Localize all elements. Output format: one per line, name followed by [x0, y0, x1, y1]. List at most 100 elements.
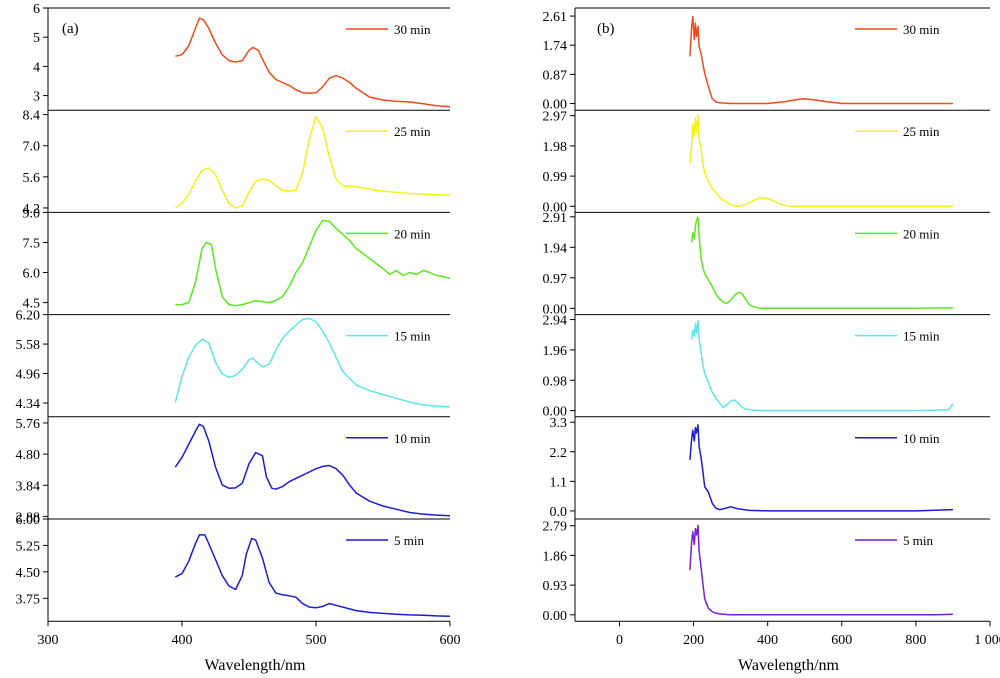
subplot-20-min: 0.00 0.97 1.94 2.91 20 min	[543, 211, 990, 317]
y-tick-label: 2.2	[550, 446, 568, 461]
y-tick-label: 4.2	[23, 202, 41, 217]
legend-label: 5 min	[903, 533, 933, 548]
y-tick-label: 5.25	[16, 539, 41, 554]
legend-label: 20 min	[394, 226, 431, 241]
y-tick-label: 4.5	[23, 297, 41, 312]
y-tick-label: 0.87	[543, 68, 568, 83]
series-line	[174, 534, 451, 618]
x-tick-label: 800	[905, 633, 926, 648]
y-tick-label: 9.0	[23, 206, 41, 221]
y-tick-label: 0.00	[543, 302, 568, 317]
subplot-5-min: 0.00 0.93 1.86 2.79 5 min	[543, 519, 990, 624]
y-tick-label: 0.97	[543, 272, 568, 287]
y-tick-label: 6.00	[16, 513, 41, 528]
y-tick-label: 0.0	[550, 505, 568, 520]
x-tick-label: 600	[831, 633, 852, 648]
legend-label: 30 min	[903, 22, 940, 37]
y-tick-label: 0.00	[543, 200, 568, 215]
y-tick-label: 7.5	[23, 236, 41, 251]
x-tick-label: 400	[757, 633, 778, 648]
y-tick-label: 5.6	[23, 171, 41, 186]
series-line	[689, 15, 953, 105]
x-tick-label: 200	[683, 633, 704, 648]
y-tick-label: 8.4	[23, 109, 41, 124]
y-tick-label: 3	[33, 90, 40, 105]
y-tick-label: 0.99	[543, 170, 568, 185]
x-tick-label: 1 000	[974, 633, 1000, 648]
legend-label: 25 min	[903, 124, 940, 139]
y-tick-label: 0.00	[543, 405, 568, 420]
y-tick-label: 0.93	[543, 579, 568, 594]
series-line	[690, 320, 954, 412]
legend-label: 15 min	[394, 329, 431, 344]
legend-label: 30 min	[394, 22, 431, 37]
legend-label: 10 min	[903, 431, 940, 446]
subplot-25-min: 0.00 0.99 1.98 2.97 25 min	[543, 110, 990, 215]
y-tick-label: 3.3	[550, 416, 568, 431]
y-tick-label: 6.20	[16, 309, 41, 324]
subplot-20-min: 4.5 6.0 7.5 9.0 20 min	[23, 206, 451, 316]
series-line	[175, 17, 451, 108]
y-tick-label: 2.94	[543, 314, 568, 329]
y-tick-label: 2.61	[543, 10, 568, 25]
x-tick-label: 400	[172, 633, 193, 648]
x-tick-label: 0	[616, 633, 623, 648]
series-line	[690, 216, 953, 310]
y-tick-label: 1.96	[543, 344, 568, 359]
y-tick-label: 6	[33, 2, 40, 17]
y-tick-label: 2.79	[543, 520, 568, 535]
legend-label: 25 min	[394, 124, 431, 139]
y-tick-label: 5.58	[16, 338, 41, 353]
y-tick-label: 4.80	[16, 448, 41, 463]
series-line	[175, 219, 451, 307]
y-tick-label: 5.76	[16, 417, 41, 432]
y-tick-label: 0.00	[543, 97, 568, 112]
subplot-15-min: 4.34 4.96 5.58 6.20 15 min	[16, 309, 451, 418]
subplot-10-min: 0.0 1.1 2.2 3.3 10 min	[550, 416, 990, 520]
y-tick-label: 3.75	[16, 592, 41, 607]
y-tick-label: 2.97	[543, 110, 568, 125]
panel-label: (b)	[597, 21, 615, 37]
y-tick-label: 2.88	[16, 510, 41, 525]
legend-label: 10 min	[394, 431, 431, 446]
x-tick-label: 600	[440, 633, 461, 648]
y-tick-label: 1.74	[543, 39, 568, 54]
subplot-5-min: 3.75 4.50 5.25 6.00 5 min	[16, 513, 451, 622]
y-tick-label: 5	[33, 31, 40, 46]
series-line	[689, 524, 953, 616]
y-tick-label: 1.98	[543, 140, 568, 155]
y-tick-label: 1.86	[543, 549, 568, 564]
y-tick-label: 4.96	[16, 368, 41, 383]
subplot-15-min: 0.00 0.98 1.96 2.94 15 min	[543, 314, 990, 420]
y-tick-label: 4.34	[16, 397, 41, 412]
y-tick-label: 7.0	[23, 140, 41, 155]
y-tick-label: 4.50	[16, 566, 41, 581]
x-tick-label: 300	[38, 633, 59, 648]
legend-label: 15 min	[903, 329, 940, 344]
x-axis-title: Wavelength/nm	[205, 657, 306, 674]
y-tick-label: 0.98	[543, 374, 568, 389]
series-line	[174, 423, 451, 517]
series-line	[689, 424, 953, 512]
x-tick-label: 500	[306, 633, 327, 648]
series-line	[174, 317, 451, 408]
subplot-30-min: 0.00 0.87 1.74 2.61 30 min	[543, 7, 990, 112]
y-tick-label: 0.00	[543, 609, 568, 624]
subplot-25-min: 4.2 5.6 7.0 8.4 25 min	[23, 109, 451, 217]
series-line	[689, 114, 953, 208]
series-line	[174, 116, 451, 209]
panel-label: (a)	[62, 21, 79, 37]
legend-label: 5 min	[394, 533, 424, 548]
subplot-30-min: 3 4 5 6 30 min	[33, 2, 451, 111]
subplot-10-min: 2.88 3.84 4.80 5.76 10 min	[16, 416, 451, 525]
legend-label: 20 min	[903, 226, 940, 241]
y-tick-label: 6.0	[23, 267, 41, 282]
x-axis-title: Wavelength/nm	[738, 657, 839, 674]
y-tick-label: 1.1	[550, 475, 568, 490]
y-tick-label: 3.84	[16, 479, 41, 494]
panel-a: (a) 3 4 5 6 30 min 4.2 5.6 7.0 8.4 25 min 4.5 6.0 7.5…	[16, 2, 461, 674]
y-tick-label: 1.94	[543, 241, 568, 256]
y-tick-label: 2.91	[543, 211, 568, 226]
